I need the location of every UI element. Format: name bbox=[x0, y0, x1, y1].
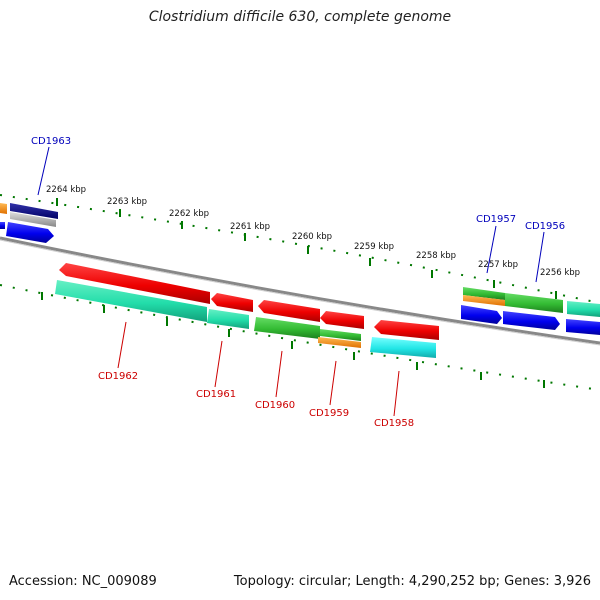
feature-cd1961-teal[interactable] bbox=[207, 309, 249, 329]
feature-cd1963[interactable] bbox=[10, 203, 58, 219]
lower-major-ticks bbox=[41, 292, 545, 388]
gene-label-cd1957[interactable]: CD1957 bbox=[476, 214, 516, 225]
gene-label-cd1960[interactable]: CD1960 bbox=[255, 400, 295, 411]
feature-cd1956-green[interactable] bbox=[505, 293, 563, 313]
feature-cd1957-group bbox=[461, 287, 600, 335]
feature-cd1959-green[interactable] bbox=[320, 329, 361, 341]
gene-label-cd1959[interactable]: CD1959 bbox=[309, 408, 349, 419]
accession-label: Accession: NC_009089 bbox=[9, 574, 157, 589]
feature-cd1960-green[interactable] bbox=[254, 317, 320, 339]
top-leader-lines bbox=[37, 146, 545, 283]
feature-cd1962-group bbox=[55, 263, 210, 322]
scale-label: 2263 kbp bbox=[107, 197, 147, 207]
gene-label-cd1958[interactable]: CD1958 bbox=[374, 418, 414, 429]
feature-orange-left bbox=[0, 203, 7, 214]
bottom-leader-lines bbox=[117, 321, 400, 417]
scale-label: 2258 kbp bbox=[416, 251, 456, 261]
upper-major-ticks bbox=[56, 198, 557, 299]
gene-label-cd1961[interactable]: CD1961 bbox=[196, 389, 236, 400]
feature-cd1959-orange bbox=[318, 337, 361, 348]
scale-label: 2257 kbp bbox=[478, 260, 518, 270]
feature-right-teal bbox=[567, 301, 600, 317]
gene-label-cd1956[interactable]: CD1956 bbox=[525, 221, 565, 232]
gene-label-cd1963[interactable]: CD1963 bbox=[31, 136, 71, 147]
feature-cd1958-red[interactable] bbox=[374, 320, 439, 340]
feature-blue-arrow-1 bbox=[461, 305, 502, 324]
scale-label: 2260 kbp bbox=[292, 232, 332, 242]
genome-backbone bbox=[0, 236, 600, 345]
feature-cd1962-teal[interactable] bbox=[55, 280, 207, 322]
feature-cd1960-red[interactable] bbox=[258, 300, 320, 322]
gene-label-cd1962[interactable]: CD1962 bbox=[98, 371, 138, 382]
feature-cd1963-group bbox=[0, 203, 58, 243]
feature-cd1960-group bbox=[254, 300, 320, 339]
map-title: Clostridium difficile 630, complete geno… bbox=[148, 9, 452, 25]
scale-label: 2261 kbp bbox=[230, 222, 270, 232]
feature-blue-arrow-2 bbox=[503, 311, 560, 330]
genome-summary-label: Topology: circular; Length: 4,290,252 bp… bbox=[233, 574, 591, 589]
feature-grey-cd1963 bbox=[10, 212, 56, 227]
scale-label: 2256 kbp bbox=[540, 268, 580, 278]
scale-label: 2264 kbp bbox=[46, 185, 86, 195]
feature-cd1959-red[interactable] bbox=[320, 311, 364, 329]
feature-cd1958-group bbox=[370, 320, 439, 358]
feature-cd1957-orange bbox=[463, 295, 505, 306]
feature-cd1959-group bbox=[318, 311, 364, 348]
feature-cd1961-red[interactable] bbox=[211, 293, 253, 312]
feature-cd1958-cyan[interactable] bbox=[370, 337, 436, 358]
scale-label: 2262 kbp bbox=[169, 209, 209, 219]
feature-blue-left bbox=[0, 222, 5, 229]
feature-cd1962-red[interactable] bbox=[59, 263, 210, 304]
genome-backbone-shadow bbox=[0, 239, 600, 346]
feature-blue-left-arrow bbox=[6, 222, 54, 243]
feature-blue-right bbox=[566, 319, 600, 335]
scale-label: 2259 kbp bbox=[354, 242, 394, 252]
feature-cd1957-green[interactable] bbox=[463, 287, 505, 300]
feature-cd1961-group bbox=[207, 293, 253, 329]
